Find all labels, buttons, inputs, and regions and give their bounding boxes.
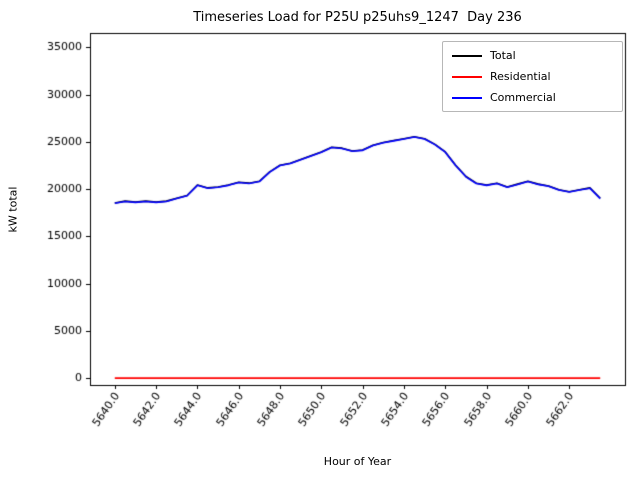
legend-label-residential: Residential: [490, 70, 551, 83]
legend-label-commercial: Commercial: [490, 91, 556, 104]
legend-item-commercial: Commercial: [452, 91, 612, 104]
residential-line-swatch: [452, 75, 482, 78]
legend-label-total: Total: [490, 49, 516, 62]
total-line-swatch: [452, 54, 482, 57]
legend-item-total: Total: [452, 49, 612, 62]
legend-item-residential: Residential: [452, 70, 612, 83]
commercial-line-swatch: [452, 96, 482, 99]
x-axis-label: Hour of Year: [323, 455, 392, 468]
chart-legend: Total Residential Commercial: [442, 41, 623, 112]
y-axis-label: kW total: [6, 186, 20, 233]
chart-title: Timeseries Load for P25U p25uhs9_1247 Da…: [193, 10, 522, 25]
